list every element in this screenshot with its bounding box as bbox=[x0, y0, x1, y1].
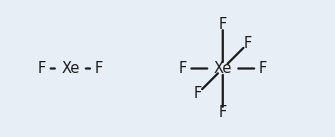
Text: F: F bbox=[95, 61, 103, 76]
Text: F: F bbox=[259, 61, 267, 76]
Text: Xe: Xe bbox=[214, 61, 232, 76]
Text: F: F bbox=[244, 36, 252, 51]
Text: F: F bbox=[219, 17, 227, 32]
Text: Xe: Xe bbox=[61, 61, 79, 76]
Text: F: F bbox=[38, 61, 46, 76]
Text: F: F bbox=[219, 105, 227, 120]
Text: F: F bbox=[194, 86, 202, 101]
Text: F: F bbox=[179, 61, 187, 76]
